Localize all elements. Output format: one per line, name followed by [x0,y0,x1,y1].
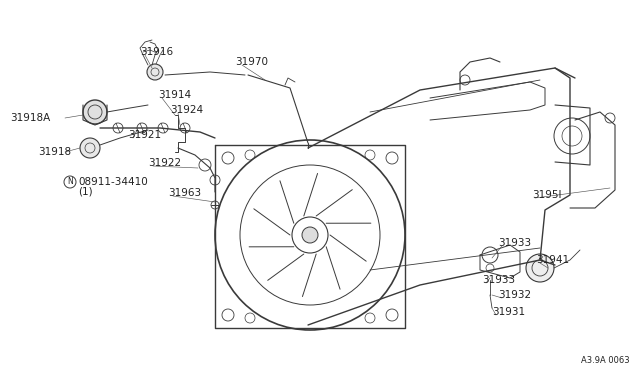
Text: 08911-34410: 08911-34410 [78,177,148,187]
Text: 3195I: 3195I [532,190,561,200]
Text: 31963: 31963 [168,188,201,198]
Text: 31941: 31941 [536,255,569,265]
Text: 31914: 31914 [158,90,191,100]
Circle shape [83,100,107,124]
Text: 31931: 31931 [492,307,525,317]
Text: 31933: 31933 [482,275,515,285]
Text: 31918: 31918 [38,147,71,157]
Circle shape [80,138,100,158]
Circle shape [526,254,554,282]
Text: 31924: 31924 [170,105,203,115]
Text: A3.9A 0063: A3.9A 0063 [581,356,630,365]
Text: 31918A: 31918A [10,113,51,123]
Circle shape [302,227,318,243]
Circle shape [147,64,163,80]
Text: 31970: 31970 [235,57,268,67]
Text: 31922: 31922 [148,158,181,168]
Text: N: N [67,177,73,186]
Text: (1): (1) [78,187,93,197]
Text: 31916: 31916 [140,47,173,57]
Text: 31932: 31932 [498,290,531,300]
Text: 31933: 31933 [498,238,531,248]
Text: 31921: 31921 [128,130,161,140]
